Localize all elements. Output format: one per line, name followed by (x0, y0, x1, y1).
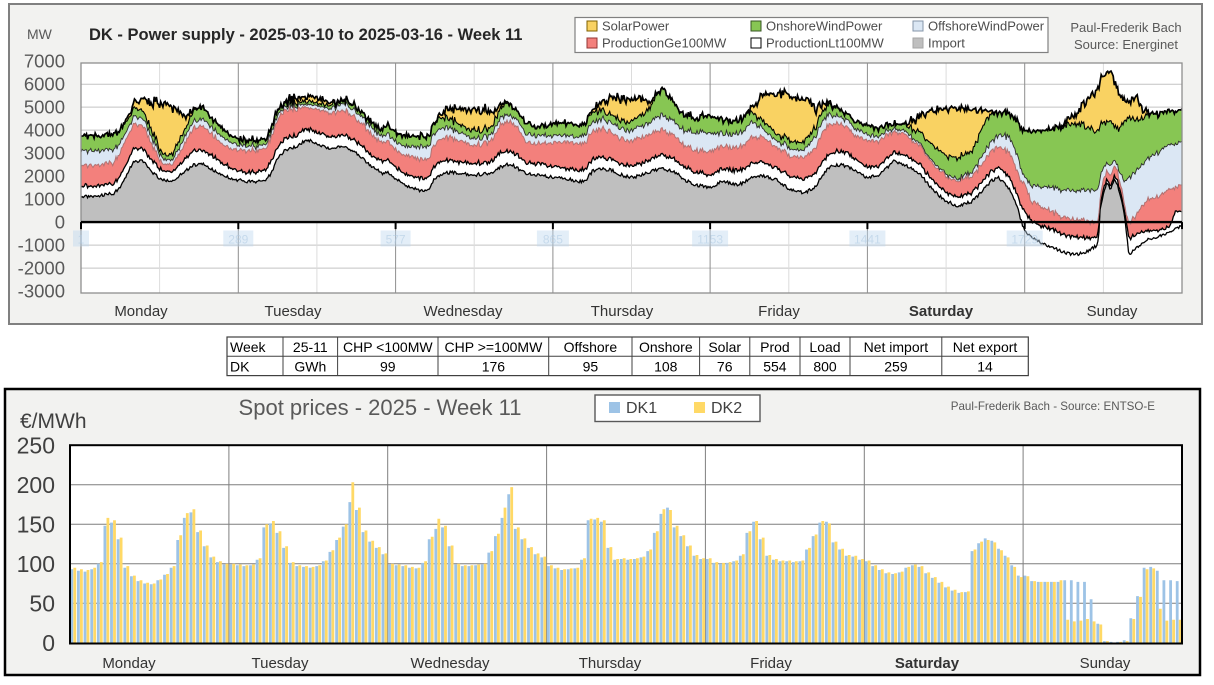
svg-text:25-11: 25-11 (293, 339, 328, 355)
svg-text:Tuesday: Tuesday (265, 303, 322, 320)
svg-text:259: 259 (884, 358, 908, 374)
svg-text:Prod: Prod (760, 339, 790, 355)
svg-text:Import: Import (928, 36, 965, 51)
svg-text:108: 108 (654, 358, 678, 374)
svg-text:Onshore: Onshore (639, 339, 693, 355)
svg-text:0: 0 (42, 630, 55, 656)
svg-text:50: 50 (29, 591, 55, 617)
svg-text:Net import: Net import (864, 339, 929, 355)
svg-text:DK: DK (230, 358, 250, 374)
svg-text:Saturday: Saturday (895, 655, 960, 672)
svg-text:Spot prices - 2025 - Week 11: Spot prices - 2025 - Week 11 (239, 395, 522, 420)
svg-text:865: 865 (543, 233, 563, 247)
svg-text:DK - Power supply - 2025-03-10: DK - Power supply - 2025-03-10 to 2025-0… (89, 26, 522, 44)
svg-text:1000: 1000 (24, 188, 65, 209)
svg-text:Paul-Frederik Bach: Paul-Frederik Bach (1070, 20, 1181, 35)
svg-text:289: 289 (228, 233, 248, 247)
svg-text:Source: Energinet: Source: Energinet (1074, 37, 1178, 52)
svg-text:554: 554 (763, 358, 787, 374)
svg-text:76: 76 (717, 358, 733, 374)
svg-text:250: 250 (17, 433, 55, 459)
svg-text:Monday: Monday (102, 655, 156, 672)
svg-text:3000: 3000 (24, 142, 65, 163)
svg-text:ProductionGe100MW: ProductionGe100MW (602, 36, 727, 51)
svg-text:Solar: Solar (708, 339, 741, 355)
svg-text:100: 100 (17, 551, 55, 577)
svg-text:Thursday: Thursday (579, 655, 642, 672)
svg-text:0: 0 (55, 211, 65, 232)
svg-text:Offshore: Offshore (564, 339, 618, 355)
svg-text:Monday: Monday (114, 303, 168, 320)
svg-text:577: 577 (386, 233, 406, 247)
svg-text:200: 200 (17, 472, 55, 498)
svg-text:Load: Load (809, 339, 840, 355)
svg-text:1729: 1729 (1011, 233, 1038, 247)
svg-text:2000: 2000 (24, 165, 65, 186)
svg-text:95: 95 (583, 358, 599, 374)
svg-text:Tuesday: Tuesday (252, 655, 309, 672)
svg-text:14: 14 (977, 358, 993, 374)
svg-text:GWh: GWh (294, 358, 326, 374)
svg-text:800: 800 (813, 358, 837, 374)
svg-text:SolarPower: SolarPower (602, 19, 670, 34)
svg-text:Sunday: Sunday (1087, 303, 1138, 320)
svg-text:Net export: Net export (953, 339, 1018, 355)
svg-text:OnshoreWindPower: OnshoreWindPower (766, 19, 883, 34)
svg-text:4000: 4000 (24, 119, 65, 140)
svg-text:-2000: -2000 (18, 257, 65, 278)
svg-text:Friday: Friday (758, 303, 800, 320)
svg-text:7000: 7000 (24, 51, 65, 72)
svg-text:€/MWh: €/MWh (20, 410, 87, 433)
svg-text:1441: 1441 (854, 233, 881, 247)
svg-text:176: 176 (482, 358, 506, 374)
svg-text:Thursday: Thursday (591, 303, 654, 320)
svg-text:1: 1 (78, 233, 85, 247)
svg-text:Sunday: Sunday (1080, 655, 1131, 672)
svg-text:DK1: DK1 (626, 400, 657, 417)
svg-text:CHP >=100MW: CHP >=100MW (445, 339, 544, 355)
svg-text:-1000: -1000 (18, 234, 65, 255)
svg-text:ProductionLt100MW: ProductionLt100MW (766, 36, 885, 51)
svg-text:Saturday: Saturday (909, 303, 974, 320)
svg-text:Week: Week (230, 339, 267, 355)
svg-text:150: 150 (17, 512, 55, 538)
svg-text:1153: 1153 (697, 233, 723, 247)
svg-text:MW: MW (27, 26, 53, 42)
svg-text:99: 99 (380, 358, 396, 374)
svg-text:DK2: DK2 (711, 400, 742, 417)
svg-text:-3000: -3000 (18, 280, 65, 301)
svg-text:5000: 5000 (24, 96, 65, 117)
svg-text:Wednesday: Wednesday (424, 303, 503, 320)
svg-text:CHP <100MW: CHP <100MW (343, 339, 433, 355)
svg-text:Friday: Friday (750, 655, 792, 672)
svg-text:Wednesday: Wednesday (411, 655, 490, 672)
svg-text:6000: 6000 (24, 74, 65, 95)
svg-text:OffshoreWindPower: OffshoreWindPower (928, 19, 1045, 34)
svg-text:Paul-Frederik Bach - Source: E: Paul-Frederik Bach - Source: ENTSO-E (951, 400, 1156, 413)
